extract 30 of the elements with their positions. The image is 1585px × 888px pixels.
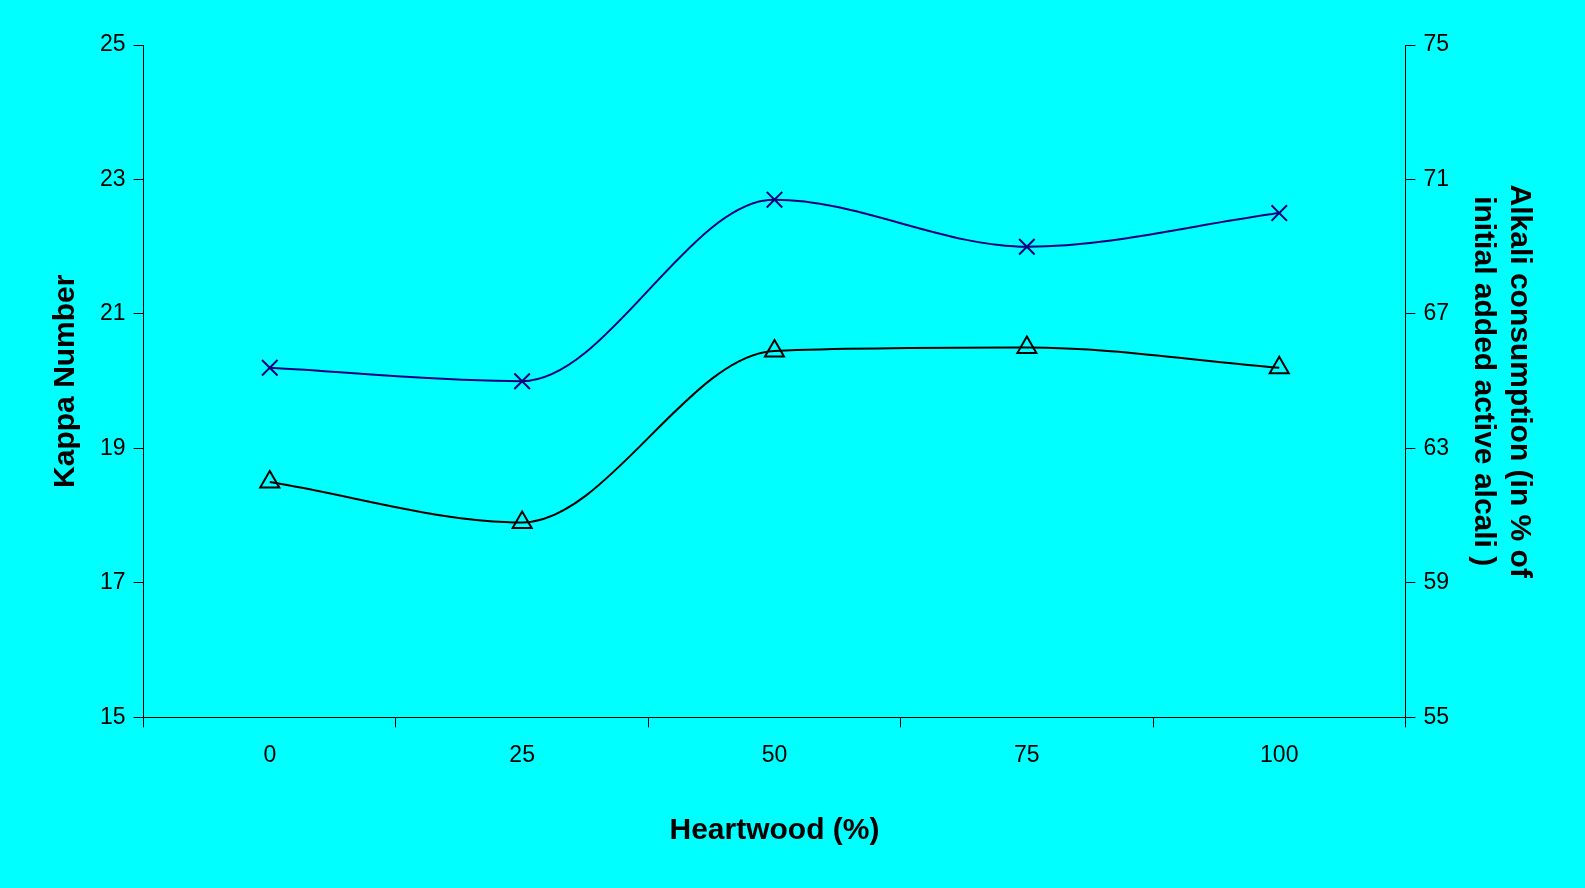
point xyxy=(765,190,784,209)
point xyxy=(1270,204,1289,222)
y2-tick-label: 63 xyxy=(1423,433,1450,460)
y-tick-label: 15 xyxy=(99,702,126,729)
point xyxy=(1018,237,1036,256)
y2-tick-label: 75 xyxy=(1423,30,1450,57)
x-tick-label: 0 xyxy=(263,740,277,767)
point xyxy=(259,470,281,489)
y2-tick-label: 67 xyxy=(1423,299,1450,326)
point xyxy=(763,338,786,358)
point xyxy=(511,510,533,529)
x-tick-label: 50 xyxy=(761,740,788,767)
point xyxy=(260,358,279,377)
y-tick-label: 25 xyxy=(99,30,126,57)
point xyxy=(513,372,531,390)
y2-tick-label: 71 xyxy=(1423,164,1450,191)
y2-axis-title: Alkali consumption (in % of initial added active alcali ) xyxy=(1468,184,1538,579)
y-axis-title: Kappa Number xyxy=(47,274,81,488)
x-axis-title: Heartwood (%) xyxy=(669,812,880,846)
x-tick-label: 100 xyxy=(1260,740,1299,767)
y2-tick-label: 59 xyxy=(1423,568,1450,595)
point xyxy=(1268,355,1290,375)
y-tick-label: 19 xyxy=(99,433,126,460)
y-tick-label: 23 xyxy=(99,164,126,191)
y2-tick-label: 55 xyxy=(1423,702,1450,729)
y-tick-label: 21 xyxy=(99,299,126,326)
y-tick-label: 17 xyxy=(99,568,126,595)
point xyxy=(1016,335,1038,355)
x-tick-label: 25 xyxy=(509,740,535,767)
x-tick-label: 75 xyxy=(1014,740,1040,767)
